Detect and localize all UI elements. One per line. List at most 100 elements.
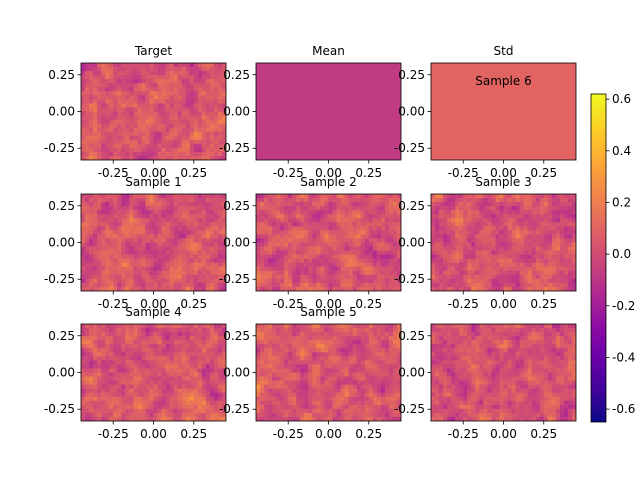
cell — [169, 254, 175, 260]
cell — [201, 218, 207, 223]
cell — [539, 246, 545, 251]
cell — [97, 206, 102, 211]
cell — [193, 103, 199, 108]
cell — [149, 79, 154, 84]
cell — [173, 103, 179, 108]
cell — [185, 278, 191, 284]
cell — [193, 372, 199, 377]
cell — [459, 202, 464, 207]
cell — [149, 63, 154, 68]
cell — [364, 210, 370, 215]
cell — [312, 214, 317, 219]
cell — [197, 266, 203, 272]
cell — [177, 230, 183, 235]
cell — [332, 282, 337, 288]
cell — [221, 274, 226, 280]
cell — [117, 67, 122, 72]
cell — [181, 380, 187, 386]
cell — [161, 151, 166, 157]
cell — [555, 194, 561, 199]
cell — [431, 238, 436, 243]
cell — [133, 356, 138, 361]
cell — [209, 352, 215, 357]
cell — [133, 95, 138, 100]
cell — [284, 278, 289, 284]
cell — [268, 368, 273, 373]
cell — [567, 234, 573, 239]
cell — [312, 270, 317, 276]
cell — [133, 332, 138, 337]
cell — [527, 198, 533, 203]
cell — [340, 360, 346, 365]
cell — [499, 258, 504, 264]
cell — [221, 87, 226, 92]
cell — [201, 360, 207, 365]
cell — [165, 194, 171, 199]
cell — [85, 344, 90, 349]
cell — [189, 286, 195, 291]
cell — [197, 119, 203, 125]
cell — [304, 352, 309, 357]
cell — [376, 254, 382, 260]
cell — [81, 384, 86, 390]
cell — [523, 246, 529, 251]
cell — [268, 360, 273, 365]
cell — [141, 376, 146, 381]
cell — [105, 388, 110, 394]
cell — [89, 63, 94, 68]
cell — [352, 352, 358, 357]
cell — [511, 282, 516, 288]
cell — [300, 202, 305, 207]
cell — [165, 340, 171, 345]
cell — [324, 250, 329, 256]
cell — [332, 230, 337, 235]
cell — [344, 328, 350, 333]
cell — [304, 364, 309, 369]
cell — [81, 246, 86, 251]
cell — [193, 282, 199, 288]
cell — [555, 234, 561, 239]
cell — [201, 147, 207, 153]
cell — [125, 210, 130, 215]
cell — [209, 87, 215, 92]
cell — [217, 103, 223, 108]
cell — [85, 75, 90, 80]
cell — [81, 332, 86, 337]
cell — [209, 340, 215, 345]
cell — [153, 416, 158, 421]
cell — [165, 230, 171, 235]
cell — [85, 328, 90, 333]
cell — [551, 278, 557, 284]
cell — [284, 348, 289, 353]
cell — [316, 206, 321, 211]
cell — [559, 234, 565, 239]
cell — [280, 356, 285, 361]
cell — [392, 194, 398, 199]
cell — [145, 356, 150, 361]
cell — [555, 222, 561, 227]
cell — [344, 266, 350, 272]
cell — [161, 388, 166, 394]
cell — [177, 71, 183, 76]
cell — [479, 258, 484, 264]
cell — [543, 250, 549, 256]
cell — [105, 107, 110, 112]
cell — [304, 368, 309, 373]
cell — [292, 218, 297, 223]
cell — [141, 270, 146, 276]
cell — [292, 372, 297, 377]
cell — [173, 238, 179, 243]
cell — [260, 332, 265, 337]
cell — [181, 111, 187, 116]
cell — [344, 372, 350, 377]
cell — [181, 147, 187, 153]
cell — [368, 266, 374, 272]
cell — [145, 79, 150, 84]
cell — [308, 258, 313, 264]
cell — [300, 258, 305, 264]
cell — [268, 340, 273, 345]
cell — [177, 75, 183, 80]
cell — [85, 332, 90, 337]
cell — [268, 328, 273, 333]
cell — [288, 226, 293, 231]
